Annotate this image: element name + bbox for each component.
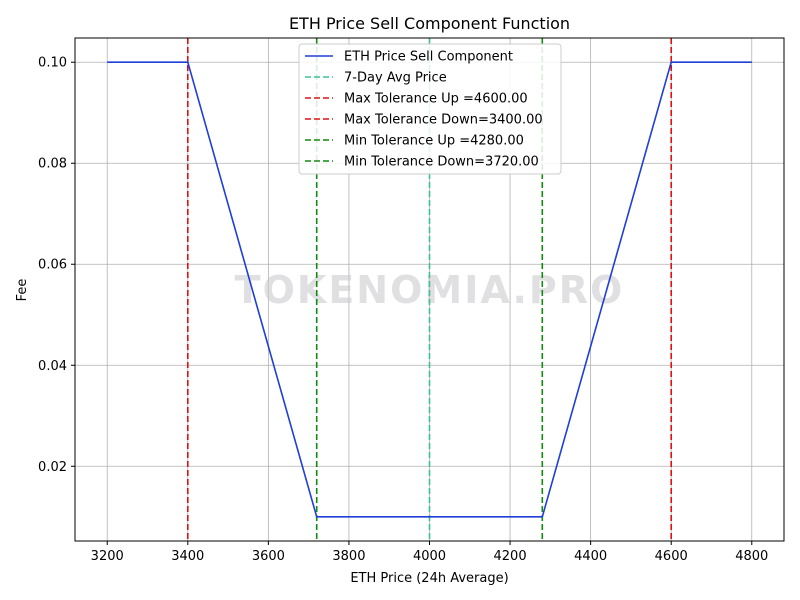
series-lines	[107, 61, 752, 518]
y-tick-label: 0.02	[38, 460, 67, 475]
x-tick-label: 3600	[252, 549, 285, 564]
x-axis-label: ETH Price (24h Average)	[350, 571, 508, 586]
y-tick-label: 0.06	[38, 258, 67, 273]
y-axis-label: Fee	[15, 279, 30, 302]
x-tick-label: 3400	[171, 549, 204, 564]
legend-label: Min Tolerance Up =4280.00	[344, 134, 524, 149]
y-tick-label: 0.10	[38, 56, 67, 71]
x-tick-label: 3800	[332, 549, 365, 564]
chart-title: ETH Price Sell Component Function	[289, 14, 570, 33]
x-tick-label: 4200	[494, 549, 527, 564]
legend-label: 7-Day Avg Price	[344, 71, 447, 86]
y-tick-label: 0.04	[38, 359, 67, 374]
y-tick-label: 0.08	[38, 157, 67, 172]
x-tick-label: 3200	[91, 549, 124, 564]
watermark: TOKENOMIA.PRO	[235, 268, 625, 312]
legend-label: Min Tolerance Down=3720.00	[344, 155, 539, 170]
series-line	[107, 61, 752, 518]
x-tick-label: 4800	[735, 549, 768, 564]
ticks: 3200 3400 3600 3800 4000 4200 4400 4600 4800 0.02…	[38, 56, 768, 564]
legend-box	[298, 43, 562, 175]
x-tick-label: 4600	[655, 549, 688, 564]
x-tick-label: 4400	[574, 549, 607, 564]
legend-label: Max Tolerance Down=3400.00	[344, 113, 543, 128]
legend-label: ETH Price Sell Component	[344, 50, 513, 65]
legend: ETH Price Sell Component 7-Day Avg Price M…	[298, 43, 562, 175]
legend-label: Max Tolerance Up =4600.00	[344, 92, 528, 107]
x-tick-label: 4000	[413, 549, 446, 564]
